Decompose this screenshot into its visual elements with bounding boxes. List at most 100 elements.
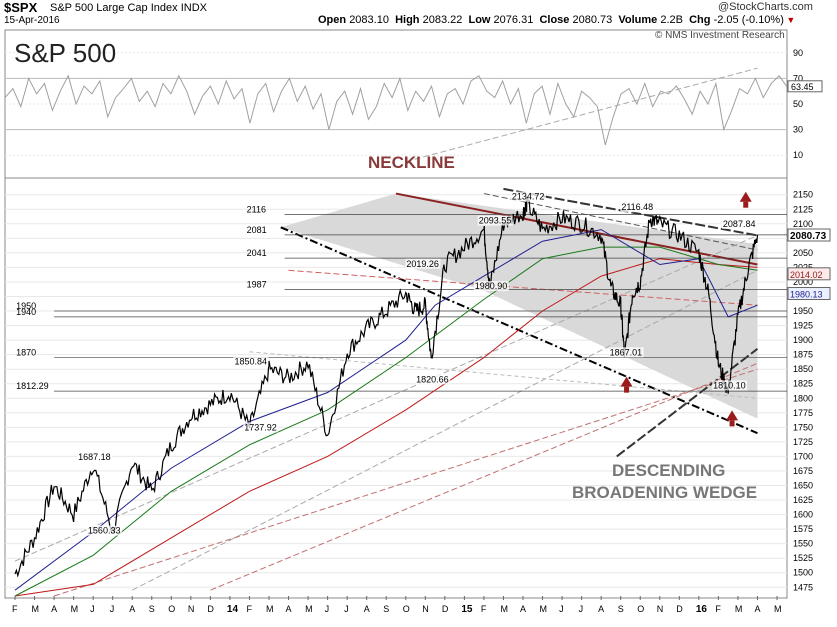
rsi-tick-label: 70 (793, 73, 803, 83)
value-tag: 2014.02 (790, 270, 823, 280)
price-line (14, 195, 759, 578)
close-label: Close (539, 14, 570, 26)
x-tick-label: N (422, 604, 429, 614)
level-label: 1870 (16, 348, 36, 358)
x-tick-label: O (168, 604, 175, 614)
price-label: 1737.92 (244, 422, 277, 432)
copyright: © NMS Investment Research (655, 30, 785, 41)
x-tick-label: A (286, 604, 292, 614)
description: S&P 500 Large Cap Index (50, 2, 178, 14)
wedge-area (280, 193, 758, 419)
high-value: 2083.22 (422, 14, 463, 26)
x-tick-label: M (735, 604, 743, 614)
x-tick-label: M (266, 604, 274, 614)
level-label: 1940 (16, 307, 36, 317)
value-tag-box (787, 267, 831, 281)
price-label: 2019.26 (406, 259, 439, 269)
price-tick-label: 1575 (793, 524, 813, 534)
x-tick-label: M (500, 604, 508, 614)
price-tick-label: 1675 (793, 466, 813, 476)
price-label: 1687.18 (78, 452, 111, 462)
x-tick-label: 14 (227, 604, 239, 615)
chg-label: Chg (689, 14, 711, 26)
x-tick-label: J (344, 604, 349, 614)
ohlc-readout: Open 2083.10 High 2083.22 Low 2076.31 Cl… (318, 14, 795, 26)
wedge-breakout-line (616, 348, 759, 458)
chart-date: 15-Apr-2016 (4, 15, 60, 26)
x-tick-label: M (774, 604, 782, 614)
price-tick-label: 2125 (793, 204, 813, 214)
price-label: 2134.72 (512, 192, 545, 202)
rsi-line (4, 74, 788, 146)
price-tick-label: 1825 (793, 379, 813, 389)
resistance-line (249, 351, 758, 399)
open-label: Open (318, 14, 347, 26)
price-label-bg (473, 281, 509, 292)
x-tick-label: F (481, 604, 487, 614)
symbol: $SPX (4, 0, 38, 15)
price-tick-label: 1600 (793, 510, 813, 520)
wedge-label-line1: DESCENDING (612, 461, 725, 480)
price-tick-label: 1650 (793, 481, 813, 491)
rsi-tick-label: 10 (793, 150, 803, 160)
price-label: 1810.10 (713, 380, 746, 390)
open-value: 2083.10 (349, 14, 389, 26)
chart-title: S&P 500 (14, 38, 116, 68)
price-label: 2116.48 (621, 202, 653, 212)
price-tick-label: 1850 (793, 364, 813, 374)
support-line (53, 368, 758, 597)
high-label: High (395, 14, 420, 26)
level-label: 2081 (247, 225, 267, 235)
up-arrow-icon (620, 376, 633, 387)
price-tick-label: 1525 (793, 553, 813, 563)
up-arrow-icon (739, 191, 752, 202)
x-tick-label: A (364, 604, 370, 614)
price-label-bg (477, 215, 513, 226)
mid-line (288, 269, 758, 306)
x-tick-label: O (403, 604, 410, 614)
price-label: 1820.66 (416, 374, 449, 384)
x-tick-label: J (325, 604, 330, 614)
x-tick-label: D (676, 604, 683, 614)
level-label: 1950 (16, 301, 36, 311)
level-label: 1987 (247, 280, 267, 290)
neckline-line (395, 192, 758, 266)
level-label: 2116 (247, 204, 266, 214)
price-label-bg (620, 202, 656, 213)
rsi-value-tag: 63.45 (791, 82, 814, 92)
price-label: 1560.33 (88, 526, 121, 536)
up-arrow-icon-stem (743, 201, 749, 208)
x-tick-label: S (618, 604, 624, 614)
price-label-bg (608, 347, 644, 358)
price-tick-label: 2050 (793, 248, 813, 258)
price-label-bg (86, 525, 122, 536)
x-tick-label: M (32, 604, 39, 614)
x-tick-label: D (207, 604, 214, 614)
value-tag-box (787, 228, 831, 242)
rsi-tick-label: 50 (793, 99, 803, 109)
price-label-bg (712, 380, 748, 391)
x-tick-label: 16 (696, 604, 708, 615)
price-tick-label: 2150 (793, 190, 813, 200)
x-tick-label: F (246, 604, 252, 614)
ma-short-line (14, 229, 758, 591)
price-label: 1980.90 (475, 281, 508, 291)
neckline-label: NECKLINE (368, 153, 455, 172)
x-tick-label: M (540, 604, 548, 614)
price-label-bg (233, 356, 269, 367)
x-tick-label: D (442, 604, 449, 614)
exchange: INDX (180, 2, 207, 14)
x-tick-label: A (129, 604, 135, 614)
level-label: 1812.29 (16, 381, 49, 391)
price-tick-label: 1700 (793, 451, 813, 461)
price-label-bg (77, 451, 113, 462)
x-tick-label: F (12, 604, 18, 614)
price-tick-label: 1475 (793, 582, 813, 592)
price-tick-label: 2000 (793, 277, 813, 287)
x-tick-label: M (71, 604, 79, 614)
level-label: 2041 (247, 248, 267, 258)
x-tick-label: M (305, 604, 313, 614)
price-label-bg (510, 191, 546, 202)
rsi-trend-line (405, 67, 758, 163)
price-tick-label: 1950 (793, 306, 813, 316)
